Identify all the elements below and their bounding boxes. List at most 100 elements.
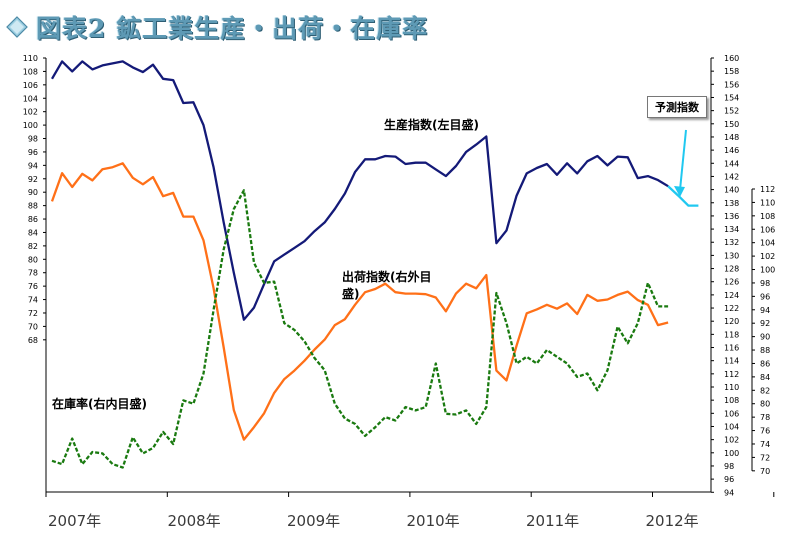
right-inner-axis-tick-label: 80 [760, 400, 770, 409]
right-outer-axis-tick-label: 120 [724, 317, 739, 326]
x-axis-tick-label: 2008年 [168, 512, 221, 530]
shipment-annotation-cont: 盛) [342, 286, 360, 301]
right-outer-axis-tick-label: 96 [724, 475, 734, 484]
left-axis-tick-label: 74 [28, 296, 38, 305]
right-outer-axis-tick-label: 130 [724, 251, 739, 260]
right-outer-axis-tick-label: 132 [724, 238, 739, 247]
x-axis-tick-label: 2011年 [526, 512, 579, 530]
right-inner-axis-tick-label: 88 [760, 346, 770, 355]
right-inner-axis-tick-label: 104 [760, 239, 775, 248]
right-outer-axis-tick-label: 140 [724, 186, 739, 195]
left-axis-tick-label: 106 [23, 81, 38, 90]
right-outer-axis-tick-label: 160 [724, 54, 739, 63]
right-outer-axis-tick-label: 154 [724, 93, 739, 102]
left-axis-tick-label: 94 [28, 161, 38, 170]
right-inner-axis-tick-label: 82 [760, 386, 770, 395]
x-axis-tick-label: 2007年 [48, 512, 101, 530]
right-outer-axis-tick-label: 134 [724, 225, 739, 234]
production-line [51, 60, 669, 321]
right-outer-axis-tick-label: 118 [724, 330, 739, 339]
inventory-annotation: 在庫率(右内目盛) [52, 396, 147, 411]
right-outer-axis-tick-label: 152 [724, 107, 739, 116]
right-outer-axis-tick-label: 98 [724, 462, 734, 471]
right-outer-axis-tick-label: 110 [724, 383, 739, 392]
shipment-annotation: 出荷指数(右外目 [342, 269, 432, 284]
forecast-label-box: 予測指数 [647, 96, 707, 118]
left-axis-tick-label: 92 [28, 175, 38, 184]
right-outer-axis-tick-label: 144 [724, 159, 739, 168]
left-axis-tick-label: 100 [23, 121, 38, 130]
right-inner-axis-tick-label: 100 [760, 266, 775, 275]
right-outer-axis-tick-label: 148 [724, 133, 739, 142]
left-axis-tick-label: 68 [28, 336, 38, 345]
right-inner-axis-tick-label: 110 [760, 198, 775, 207]
left-axis-tick-label: 90 [28, 188, 38, 197]
x-axis-tick-label: 2009年 [287, 512, 340, 530]
left-axis-tick-label: 80 [28, 255, 38, 264]
right-inner-axis-tick-label: 90 [760, 333, 770, 342]
right-inner-axis-tick-label: 94 [760, 306, 770, 315]
right-outer-axis-tick-label: 112 [724, 370, 739, 379]
right-inner-axis-tick-label: 102 [760, 252, 775, 261]
right-inner-axis-tick-label: 70 [760, 467, 770, 476]
forecast-label: 予測指数 [655, 101, 699, 114]
right-inner-axis-tick-label: 78 [760, 413, 770, 422]
production-annotation: 生産指数(左目盛) [384, 117, 479, 132]
right-outer-axis-tick-label: 156 [724, 80, 739, 89]
right-inner-axis-tick-label: 92 [760, 319, 770, 328]
right-outer-axis-tick-label: 142 [724, 172, 739, 181]
x-axis-tick-label: 2010年 [407, 512, 460, 530]
right-outer-axis-tick-label: 100 [724, 449, 739, 458]
chart-title: 図表2 鉱工業生産・出荷・在庫率 [6, 10, 428, 44]
right-outer-axis-tick-label: 136 [724, 212, 739, 221]
left-axis-tick-label: 96 [28, 148, 38, 157]
right-outer-axis-tick-label: 102 [724, 436, 739, 445]
right-outer-axis-tick-label: 108 [724, 396, 739, 405]
right-outer-axis-tick-label: 158 [724, 67, 739, 76]
forecast-arrow-shaft [679, 129, 687, 191]
left-axis-tick-label: 102 [23, 108, 38, 117]
right-outer-axis-tick-label: 150 [724, 120, 739, 129]
forecast-line [667, 185, 699, 207]
left-axis-tick-label: 70 [28, 322, 38, 331]
diamond-icon [6, 16, 28, 38]
left-axis-tick-label: 108 [23, 67, 38, 76]
shipment-line [50, 162, 669, 441]
left-axis-tick-label: 76 [28, 282, 38, 291]
right-inner-axis-tick-label: 106 [760, 225, 775, 234]
forecast-arrow-head [674, 186, 685, 197]
x-axis-tick-label: 2012年 [646, 512, 699, 530]
right-outer-axis-tick-label: 146 [724, 146, 739, 155]
inventory-line [51, 189, 669, 469]
title-text: 図表2 鉱工業生産・出荷・在庫率 [36, 14, 429, 43]
right-inner-axis-tick-label: 98 [760, 279, 770, 288]
right-inner-axis-tick-label: 96 [760, 292, 770, 301]
right-inner-axis-tick-label: 86 [760, 359, 770, 368]
left-axis-tick-label: 104 [23, 94, 38, 103]
right-outer-axis-tick-label: 138 [724, 199, 739, 208]
right-outer-axis-tick-label: 116 [724, 344, 739, 353]
right-inner-axis-tick-label: 72 [760, 453, 770, 462]
right-inner-axis-tick-label: 84 [760, 373, 770, 382]
right-outer-axis-tick-label: 104 [724, 422, 739, 431]
right-outer-axis-tick-label: 94 [724, 488, 734, 497]
left-axis-tick-label: 72 [28, 309, 38, 318]
right-outer-axis-tick-label: 122 [724, 304, 739, 313]
left-axis-tick-label: 110 [23, 54, 38, 63]
right-inner-axis-tick-label: 108 [760, 212, 775, 221]
left-axis-tick-label: 86 [28, 215, 38, 224]
right-outer-axis-tick-label: 126 [724, 278, 739, 287]
right-outer-axis-tick-label: 114 [724, 357, 739, 366]
left-axis-tick-label: 78 [28, 269, 38, 278]
left-axis-tick-label: 82 [28, 242, 38, 251]
right-outer-axis-tick-label: 106 [724, 409, 739, 418]
left-axis-tick-label: 98 [28, 135, 38, 144]
left-axis-tick-label: 84 [28, 228, 38, 237]
right-inner-axis-tick-label: 74 [760, 440, 770, 449]
right-outer-axis-tick-label: 124 [724, 291, 739, 300]
right-inner-axis-tick-label: 112 [760, 185, 775, 194]
right-inner-axis-tick-label: 76 [760, 427, 770, 436]
left-axis-tick-label: 88 [28, 202, 38, 211]
right-outer-axis-tick-label: 128 [724, 265, 739, 274]
